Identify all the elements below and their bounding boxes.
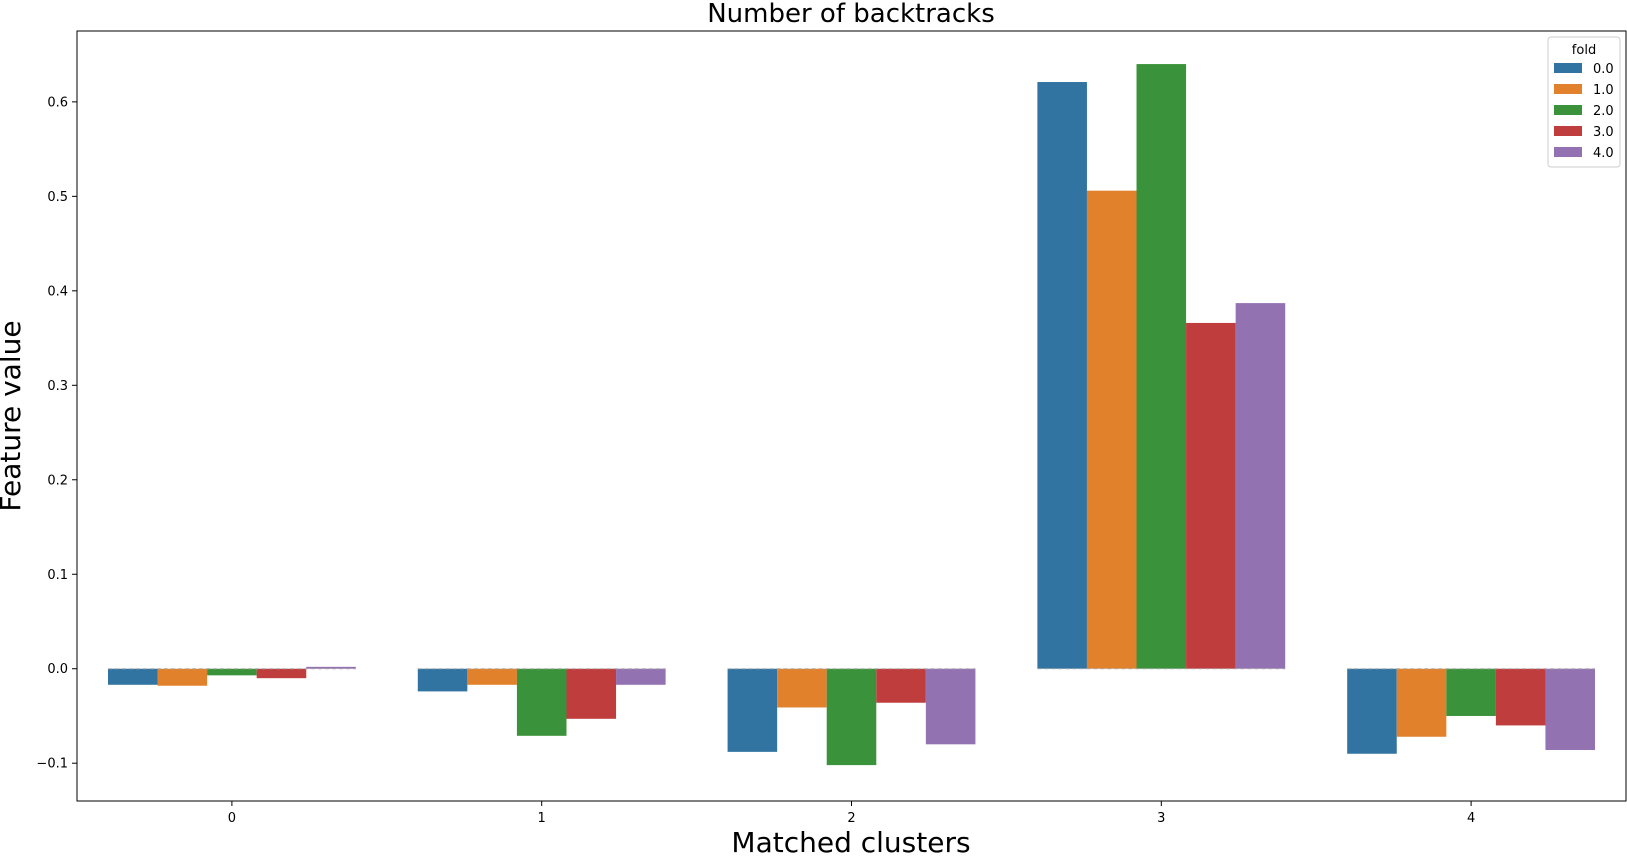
bar-cat1-fold0_0 <box>417 668 468 692</box>
y-tick-label: 0.1 <box>47 568 68 583</box>
bar-cat0-fold3_0 <box>256 668 307 679</box>
legend-swatch <box>1554 105 1582 115</box>
bar-cat4-fold1_0 <box>1396 668 1447 737</box>
bar-cat2-fold3_0 <box>876 668 926 703</box>
bar-cat0-fold0_0 <box>107 668 158 685</box>
legend-swatch <box>1554 147 1582 157</box>
bar-cat1-fold4_0 <box>616 668 666 685</box>
legend-label: 1.0 <box>1593 83 1614 98</box>
legend-swatch <box>1554 84 1582 94</box>
legend-label: 2.0 <box>1593 104 1614 119</box>
bar-cat3-fold2_0 <box>1136 64 1187 669</box>
legend-items: 0.0 1.0 2.0 3.0 4.0 <box>1554 62 1614 161</box>
bar-cat0-fold1_0 <box>157 668 208 686</box>
legend-title: fold <box>1572 43 1596 58</box>
y-tick-label: 0.4 <box>47 284 68 299</box>
legend-swatch <box>1554 63 1582 73</box>
bar-cat2-fold0_0 <box>727 668 778 752</box>
legend-label: 3.0 <box>1593 125 1614 140</box>
x-axis: 0 1 2 3 4 <box>228 801 1475 826</box>
x-tick-label: 4 <box>1467 811 1475 826</box>
legend-swatch <box>1554 126 1582 136</box>
bar-cat1-fold3_0 <box>566 668 617 719</box>
x-tick-label: 2 <box>847 811 855 826</box>
bar-cat1-fold2_0 <box>516 668 567 736</box>
bar-cat4-fold4_0 <box>1545 668 1596 750</box>
y-axis-label: Feature value <box>0 320 27 511</box>
bar-cat0-fold2_0 <box>207 668 257 676</box>
legend: fold 0.0 1.0 2.0 3.0 4.0 <box>1547 36 1621 168</box>
bar-cat2-fold4_0 <box>925 668 976 745</box>
y-tick-label: −0.1 <box>36 757 68 772</box>
bar-cat3-fold3_0 <box>1186 322 1236 669</box>
y-tick-label: 0.6 <box>47 95 68 110</box>
y-axis: −0.1 0.0 0.1 0.2 0.3 0.4 0.5 0.6 <box>36 95 77 772</box>
y-tick-label: 0.5 <box>47 190 68 205</box>
bar-cat0-fold4_0 <box>306 666 356 669</box>
x-tick-label: 3 <box>1157 811 1165 826</box>
legend-label: 4.0 <box>1593 146 1614 161</box>
x-axis-label: Matched clusters <box>731 826 970 857</box>
x-tick-label: 1 <box>538 811 546 826</box>
bar-cat4-fold3_0 <box>1495 668 1546 726</box>
bar-cat1-fold1_0 <box>467 668 517 685</box>
bar-cat2-fold2_0 <box>826 668 877 766</box>
y-tick-label: 0.0 <box>47 662 68 677</box>
y-tick-label: 0.3 <box>47 379 68 394</box>
bar-cat2-fold1_0 <box>777 668 827 708</box>
bar-cat3-fold4_0 <box>1235 303 1286 669</box>
bar-cat3-fold0_0 <box>1037 82 1087 669</box>
bars-group <box>107 64 1596 766</box>
x-tick-label: 0 <box>228 811 236 826</box>
y-tick-label: 0.2 <box>47 473 68 488</box>
plot-area <box>76 30 1627 802</box>
legend-label: 0.0 <box>1593 62 1614 77</box>
bar-cat4-fold0_0 <box>1347 668 1397 754</box>
bar-cat4-fold2_0 <box>1446 668 1496 716</box>
chart-title: Number of backtracks <box>707 0 995 29</box>
bar-cat3-fold1_0 <box>1086 190 1137 669</box>
